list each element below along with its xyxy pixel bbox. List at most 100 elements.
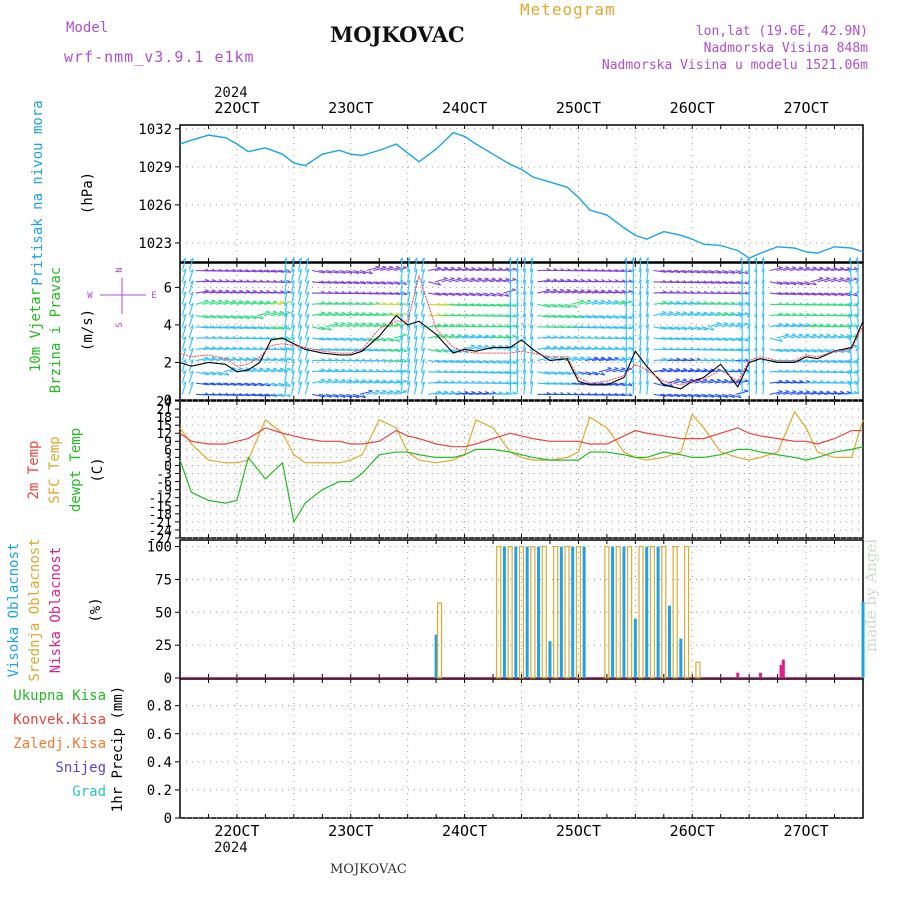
wind-arrow-head (375, 322, 380, 325)
wind-arrow (673, 326, 687, 331)
wind-arrow (475, 371, 489, 374)
wind-arrow-head (403, 302, 408, 306)
wind-arrow (400, 280, 404, 294)
wind-arrow (523, 381, 526, 395)
wind-arrow (325, 312, 339, 317)
xtick-label-top: 23OCT (328, 99, 373, 117)
wind-arrow-head (389, 369, 394, 372)
ytick-label: 3 (164, 451, 172, 466)
wind-arrow-head (238, 356, 244, 360)
wind-arrow (223, 301, 237, 305)
wind-arrow (564, 290, 578, 294)
wind-arrow-head (785, 333, 790, 336)
wind-arrow (619, 315, 633, 320)
wind-arrow (612, 358, 626, 362)
wind-arrow (849, 280, 853, 294)
ytick-label: -18 (149, 508, 172, 523)
wind-arrow (632, 291, 635, 305)
wind-arrow-head (305, 325, 310, 329)
wind-arrow (776, 334, 790, 339)
wind-arrow (708, 322, 721, 328)
wind-arrow (701, 379, 715, 384)
wind-arrow-head (607, 299, 612, 303)
wind-arrow-head (266, 367, 271, 370)
wind-arrow (413, 257, 418, 271)
wind-arrow-head (628, 279, 633, 283)
wind-arrow (352, 393, 366, 399)
wind-arrow-head (806, 312, 811, 316)
wind-arrow-head (730, 368, 736, 372)
wind-arrow (352, 269, 366, 275)
wind-arrow (297, 359, 303, 372)
wind-arrow-head (403, 281, 408, 285)
ytick-label: 0.4 (147, 755, 172, 771)
cloud-bar-mid (496, 545, 502, 679)
wind-arrow-head (437, 281, 442, 286)
wind-arrow (216, 357, 230, 362)
wind-arrow-head (403, 358, 408, 363)
wind-arrow (708, 379, 722, 384)
wind-arrow (571, 347, 585, 350)
wind-arrow-head (662, 300, 667, 303)
wind-arrow (694, 337, 708, 341)
wind-arrow (755, 257, 758, 271)
ylabel-wind: 10m Vjetar (28, 288, 44, 372)
wind-arrow (277, 393, 291, 397)
wind-arrow (420, 257, 425, 271)
wind-arrow-head (421, 280, 425, 284)
wind-arrow-head (369, 270, 373, 275)
wind-arrow (660, 269, 674, 273)
wind-arrow (769, 281, 783, 285)
wind-arrow-head (826, 380, 831, 383)
wind-arrow-head (512, 381, 517, 385)
wind-arrow (612, 368, 626, 373)
wind-arrow (728, 269, 742, 275)
wind-arrow-head (855, 313, 859, 318)
wind-arrow (660, 326, 674, 330)
wind-arrow-head (265, 310, 271, 313)
wind-arrow (755, 268, 758, 282)
wind-arrow (230, 393, 244, 397)
wind-arrow (844, 360, 858, 364)
wind-arrow (428, 324, 442, 328)
wind-arrow-head (511, 288, 516, 291)
wind-arrow-head (669, 311, 674, 314)
wind-arrow (776, 324, 790, 328)
wind-arrow (810, 292, 824, 296)
wind-arrow-head (382, 322, 387, 325)
wind-arrow-head (437, 323, 442, 326)
wind-arrow-head (840, 323, 845, 327)
wind-arrow (339, 348, 353, 352)
wind-arrow (585, 315, 599, 319)
wind-arrow (551, 315, 565, 318)
wind-arrow-head (286, 310, 291, 314)
wind-arrow (564, 357, 578, 362)
wind-arrow-head (833, 323, 838, 327)
panel-frame-temperature (179, 400, 864, 539)
wind-arrow-head (608, 279, 613, 282)
wind-arrow-head (457, 380, 462, 384)
wind-arrow-head (402, 322, 408, 326)
wind-arrow (509, 347, 512, 361)
xtick-label-top: 24OCT (442, 99, 487, 117)
wind-arrow (434, 324, 448, 328)
wind-arrow-head (778, 338, 783, 342)
wind-arrow-head (600, 299, 605, 302)
wind-arrow-head (631, 257, 635, 262)
wind-arrow (796, 324, 810, 328)
wind-arrow-head (826, 323, 831, 326)
wind-arrow (209, 371, 223, 376)
wind-arrow-head (182, 268, 187, 273)
wind-arrow-head (840, 390, 845, 394)
wind-arrow (503, 360, 517, 365)
wind-arrow (209, 347, 223, 350)
wind-arrow (373, 323, 387, 328)
wind-arrow-head (621, 356, 626, 360)
wind-arrow (803, 391, 817, 395)
cloud-bar-high (645, 546, 649, 678)
wind-arrow (557, 315, 571, 319)
wind-arrow (653, 311, 667, 317)
wind-arrow-head (283, 358, 288, 363)
wind-arrow (728, 281, 742, 285)
wind-arrow (407, 370, 411, 384)
